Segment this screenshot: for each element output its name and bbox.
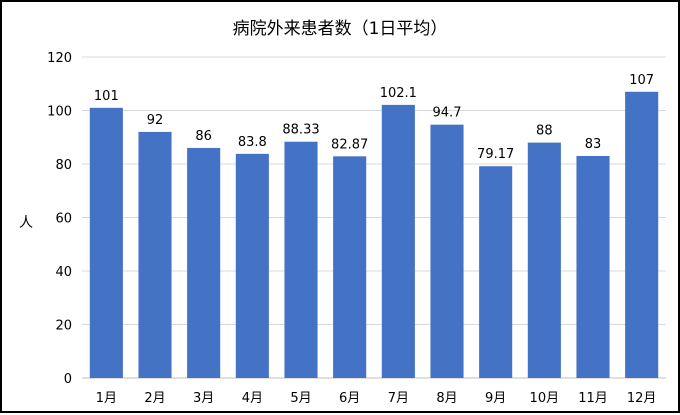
bar-chart: 病院外来患者数（1日平均） 人 0 20 40 60 80 100 120 101 92 86 8… [19, 19, 666, 406]
bar [576, 155, 610, 378]
y-tick-label: 20 [55, 319, 72, 334]
x-tick-label: 1月 [96, 391, 117, 406]
bar [235, 153, 269, 378]
x-tick-label: 2月 [144, 391, 165, 406]
data-label: 83.8 [238, 135, 267, 150]
data-label: 88 [536, 124, 553, 139]
x-tick-label: 8月 [436, 391, 457, 406]
y-tick-label: 120 [47, 51, 72, 66]
y-tick-label: 60 [55, 212, 72, 227]
bar [479, 166, 513, 378]
x-tick-label: 4月 [242, 391, 263, 406]
bar [381, 104, 415, 378]
data-label: 101 [94, 89, 119, 104]
x-tick-label: 6月 [339, 391, 360, 406]
bar [138, 131, 172, 378]
y-tick-label: 80 [55, 158, 72, 173]
bar [625, 91, 659, 379]
x-tick-label: 12月 [627, 391, 657, 406]
data-labels: 101 92 86 83.8 88.33 82.87 102.1 94.7 79.17 88 83 1… [94, 73, 654, 162]
bars [89, 91, 659, 379]
y-tick-label: 0 [64, 372, 72, 387]
data-label: 88.33 [282, 123, 319, 138]
data-label: 82.87 [331, 137, 368, 152]
data-label: 83 [585, 137, 602, 152]
data-label: 92 [147, 113, 164, 128]
data-label: 107 [629, 73, 654, 88]
x-tick-labels: 1月 2月 3月 4月 5月 6月 7月 8月 9月 10月 11月 12月 [96, 391, 657, 406]
y-tick-label: 40 [55, 265, 72, 280]
bar [89, 107, 123, 378]
data-label: 79.17 [477, 147, 514, 162]
x-tick-label: 9月 [485, 391, 506, 406]
bar [333, 156, 367, 378]
bar [187, 147, 221, 378]
data-label: 94.7 [433, 106, 462, 121]
x-tick-label: 10月 [530, 391, 560, 406]
bar [527, 142, 561, 378]
x-tick-label: 3月 [193, 391, 214, 406]
data-label: 102.1 [380, 86, 417, 101]
x-tick-label: 11月 [578, 391, 608, 406]
x-tick-label: 5月 [290, 391, 311, 406]
chart-title: 病院外来患者数（1日平均） [233, 19, 448, 39]
bar [430, 124, 464, 379]
y-tick-label: 100 [47, 105, 72, 120]
y-axis-label: 人 [19, 215, 33, 231]
bar [284, 141, 318, 378]
y-tick-labels: 0 20 40 60 80 100 120 [47, 51, 72, 387]
gridlines [82, 56, 666, 379]
x-tick-label: 7月 [388, 391, 409, 406]
data-label: 86 [195, 129, 212, 144]
